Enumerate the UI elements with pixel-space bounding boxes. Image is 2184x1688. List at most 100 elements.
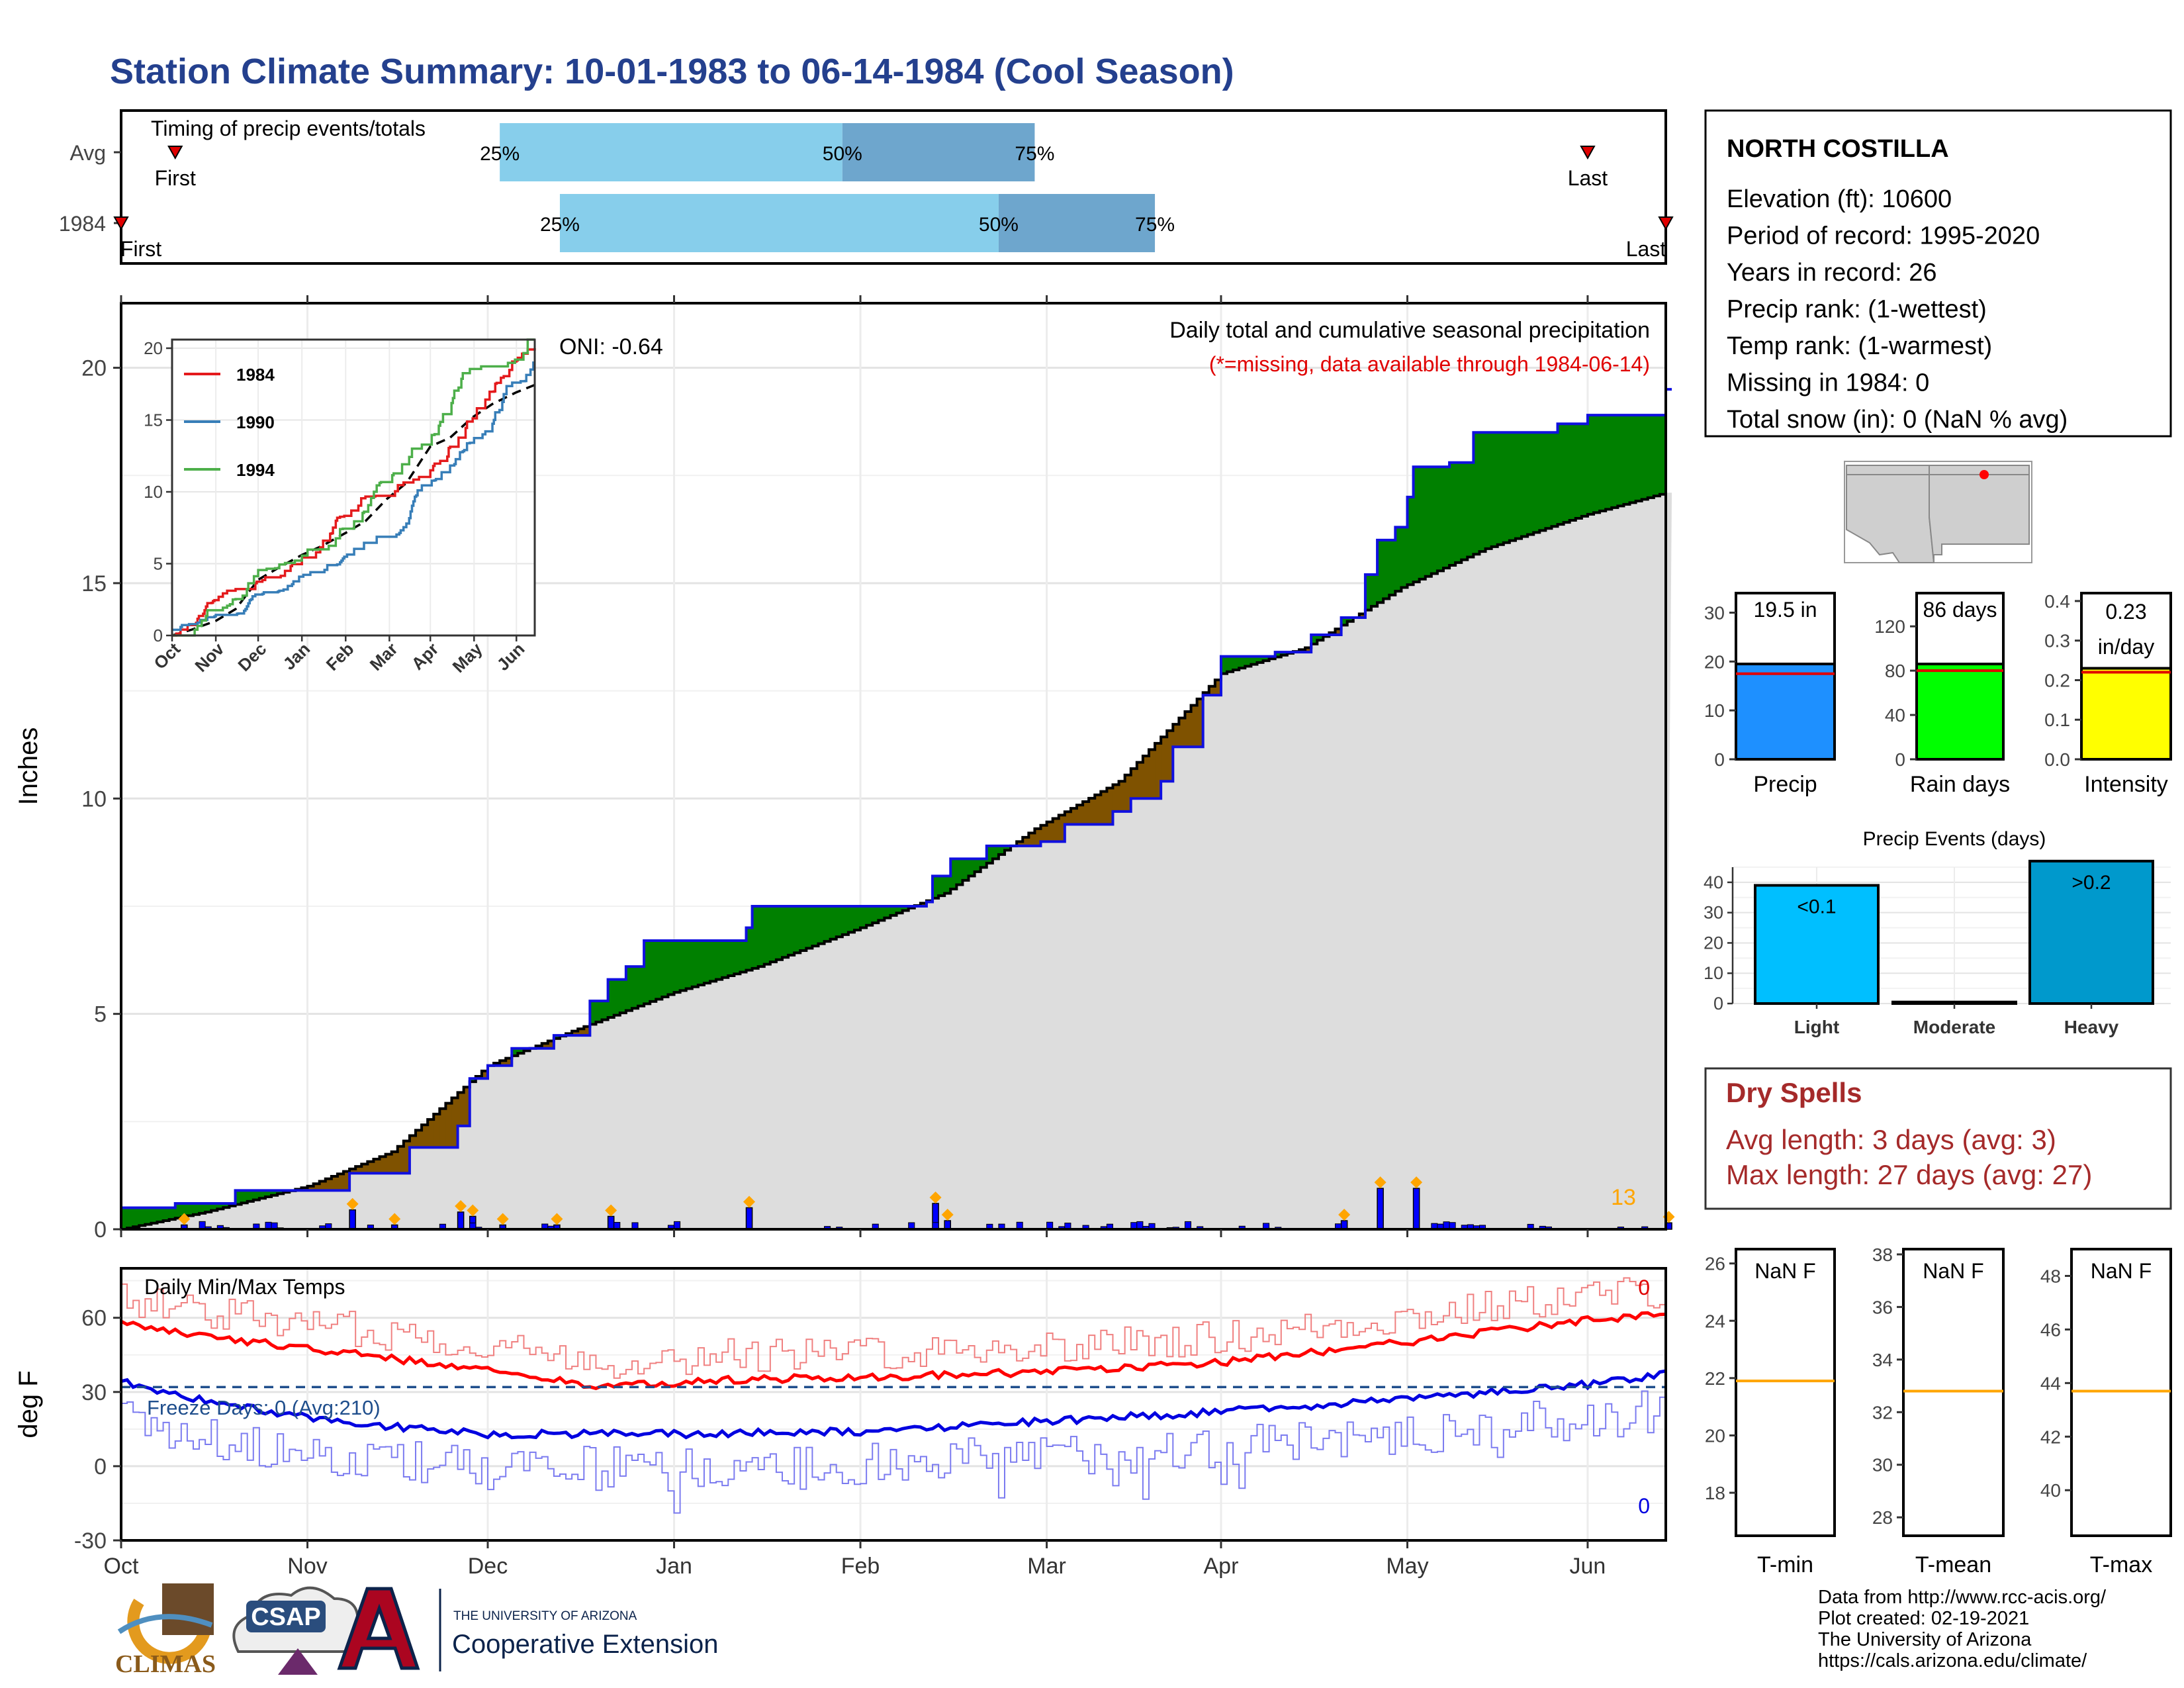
- below-average-fill: [1076, 805, 1083, 825]
- above-average-fill: [704, 941, 711, 984]
- dry-spells-frame: [1704, 1067, 2172, 1210]
- above-average-fill: [596, 1001, 603, 1022]
- inset-ytick-label: 15: [144, 410, 163, 430]
- above-average-fill: [674, 941, 681, 993]
- dry-spells-avg: Avg length: 3 days (avg: 3): [1726, 1124, 2056, 1155]
- precip-heading: Daily total and cumulative seasonal prec…: [1169, 318, 1650, 343]
- temp-box-ytick-label: 48: [2040, 1266, 2061, 1286]
- above-average-fill: [1227, 656, 1234, 672]
- precip-events-chart: Precip Events (days) <0.1 Light Moderate >0.…: [1704, 828, 2171, 1037]
- below-average-fill: [584, 1026, 590, 1036]
- below-average-fill: [361, 1164, 368, 1174]
- above-average-fill: [1587, 415, 1594, 514]
- last-event-marker: [1580, 146, 1596, 160]
- heavy-event-marker: [1410, 1176, 1423, 1189]
- above-average-fill: [253, 1190, 260, 1200]
- above-average-fill: [728, 941, 735, 976]
- above-average-fill: [812, 906, 819, 947]
- above-average-fill: [241, 1190, 248, 1203]
- temp-box-ytick-label: 40: [2040, 1480, 2061, 1501]
- heavy-event-marker: [929, 1191, 942, 1203]
- precip-ylabel: Inches: [14, 727, 43, 806]
- temp-heading: Daily Min/Max Temps: [144, 1275, 345, 1299]
- below-average-fill: [1136, 762, 1144, 799]
- above-average-fill: [860, 906, 867, 928]
- csap-badge: [246, 1601, 326, 1632]
- station-info-line: Precip rank: (1-wettest): [1727, 296, 1987, 324]
- precip-ytick-label: 20: [81, 356, 107, 381]
- daily-tmin-line: [121, 1390, 1666, 1514]
- above-average-fill: [1515, 432, 1522, 539]
- above-average-fill: [794, 906, 801, 953]
- above-average-fill: [127, 1207, 134, 1229]
- below-average-fill: [331, 1176, 338, 1191]
- inset-legend-label: 1990: [236, 412, 275, 432]
- above-average-fill: [986, 845, 993, 863]
- temp-box-ytick-label: 44: [2040, 1373, 2061, 1393]
- above-average-fill: [782, 906, 789, 958]
- below-average-fill: [1173, 724, 1179, 747]
- above-average-fill: [1545, 432, 1553, 529]
- station-location-dot: [1979, 470, 1989, 479]
- above-average-fill: [788, 906, 795, 955]
- summary-bar-ytick-label: 0.2: [2044, 670, 2070, 690]
- above-average-fill: [944, 876, 951, 894]
- below-average-fill: [1040, 825, 1048, 842]
- events-ytick-label: 0: [1713, 994, 1723, 1013]
- daily-precip-bar: [457, 1211, 465, 1230]
- above-average-fill: [1317, 635, 1324, 641]
- temp-box-ytick-label: 26: [1705, 1254, 1725, 1274]
- tmin-count: 0: [1638, 1494, 1650, 1518]
- summary-bar-ytick-label: 0: [1714, 749, 1725, 770]
- above-average-fill: [1647, 415, 1655, 498]
- timing-bar-25-50: [559, 194, 999, 252]
- below-average-fill: [1089, 798, 1095, 825]
- above-average-fill: [746, 927, 753, 970]
- above-average-fill: [1551, 432, 1559, 527]
- above-average-fill: [800, 906, 807, 951]
- credit-line: The University of Arizona: [1818, 1629, 2032, 1650]
- below-average-fill: [1155, 743, 1161, 799]
- above-average-fill: [1383, 539, 1390, 599]
- above-average-fill: [662, 941, 669, 998]
- above-average-fill: [211, 1203, 218, 1211]
- above-average-fill: [1606, 415, 1612, 510]
- summary-bar-ytick-label: 120: [1874, 616, 1905, 637]
- above-average-fill: [734, 941, 741, 974]
- above-average-fill: [1594, 415, 1600, 513]
- below-average-fill: [578, 1029, 584, 1036]
- heavy-event-marker: [388, 1213, 401, 1225]
- below-average-fill: [355, 1166, 362, 1174]
- below-average-fill: [1142, 755, 1150, 799]
- summary-bar-ytick-label: 0.0: [2044, 749, 2070, 770]
- above-average-fill: [163, 1207, 170, 1221]
- summary-bar-value: 19.5 in: [1753, 598, 1817, 622]
- above-average-fill: [848, 906, 855, 933]
- below-average-fill: [1124, 774, 1132, 812]
- above-average-fill: [1629, 415, 1637, 503]
- above-average-fill: [247, 1190, 254, 1201]
- temp-box-frame: [1735, 1248, 1836, 1537]
- above-average-fill: [776, 906, 783, 960]
- above-average-fill: [145, 1207, 152, 1225]
- below-average-fill: [457, 1092, 465, 1126]
- below-average-fill: [403, 1141, 410, 1174]
- above-average-fill: [890, 906, 897, 915]
- above-average-fill: [933, 876, 939, 898]
- summary-bar-ytick-label: 80: [1885, 661, 1905, 681]
- above-average-fill: [1281, 652, 1288, 655]
- station-info-line: Period of record: 1995-2020: [1727, 222, 2040, 250]
- above-average-fill: [1623, 415, 1631, 504]
- event-bar-label: <0.1: [1797, 896, 1836, 917]
- below-average-fill: [301, 1188, 308, 1191]
- events-title: Precip Events (days): [1863, 828, 2046, 850]
- temp-ytick-label: 60: [81, 1306, 107, 1331]
- heavy-event-marker: [1374, 1176, 1387, 1189]
- inset-ytick-label: 0: [154, 626, 163, 645]
- timing-row-label: 1984: [59, 212, 106, 236]
- event-category-label: Heavy: [2064, 1017, 2119, 1037]
- above-average-fill: [998, 845, 1005, 855]
- temp-box-ytick-label: 34: [1872, 1350, 1893, 1370]
- above-average-fill: [133, 1207, 140, 1227]
